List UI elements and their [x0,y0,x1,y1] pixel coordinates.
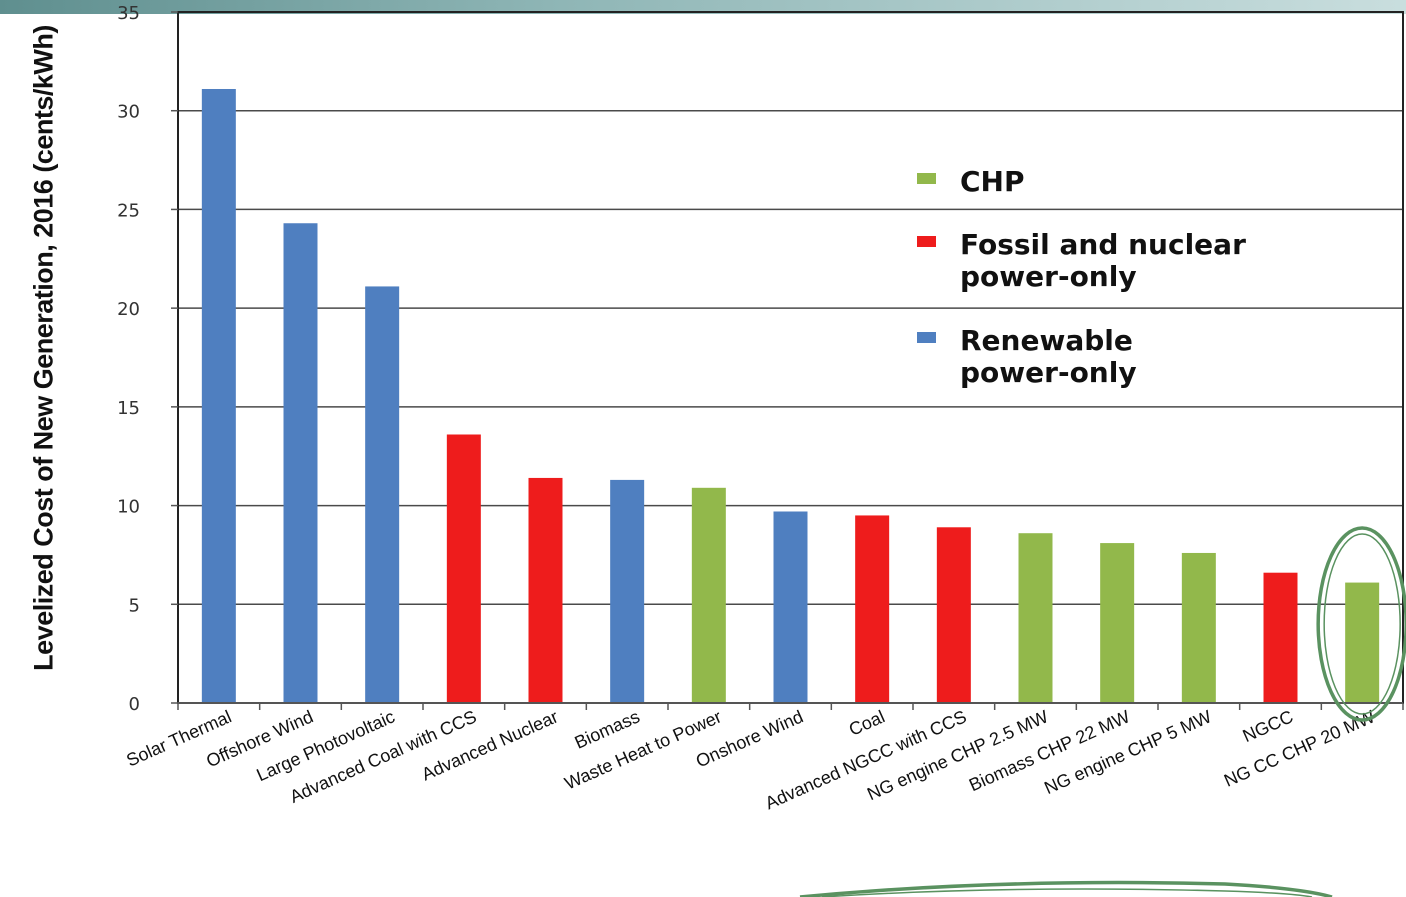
legend-swatch-fossil [917,236,936,247]
callout-arc-inner [821,888,1313,897]
y-tick-label: 25 [117,200,140,221]
legend-label-renewable: power-only [960,356,1137,389]
x-tick-label: NGCC [1240,706,1297,746]
bar-13 [1181,552,1216,703]
bar-3 [365,286,400,703]
y-tick-label: 35 [117,3,140,24]
bar-5 [528,477,563,703]
bar-12 [1100,543,1135,703]
bar-10 [936,527,971,703]
y-axis-ticks: 0 5 10 15 20 25 30 35 [117,3,178,715]
bar-11 [1018,533,1053,703]
x-axis [177,702,1404,710]
legend-label-fossil: Fossil and nuclear [960,228,1246,261]
bar-8 [773,511,808,703]
legend-swatch-renewable [917,332,936,343]
bar-9 [855,515,890,703]
bar-15 [1345,582,1380,703]
x-tick-label: Coal [846,706,888,739]
y-tick-label: 15 [117,398,140,419]
bar-7 [691,487,726,703]
legend-label-fossil: power-only [960,260,1137,293]
annotations [799,526,1406,897]
bar-6 [610,479,645,703]
bar-2 [283,223,318,703]
bar-14 [1263,572,1298,703]
x-tick-label: Advanced Nuclear [419,706,562,784]
y-tick-label: 10 [117,497,140,518]
legend-label-renewable: Renewable [960,324,1133,357]
legend-swatch-chp [917,173,936,184]
y-tick-label: 5 [129,595,140,616]
bar-4 [446,434,481,703]
legend-label-chp: CHP [960,165,1025,198]
bar-1 [201,88,236,704]
callout-arc [799,880,1333,897]
header-band [0,0,1406,14]
y-tick-label: 0 [129,694,140,715]
y-tick-label: 30 [117,102,140,123]
highlight-ellipse-inner [1323,533,1401,715]
highlight-ellipse [1316,526,1406,722]
bars [201,88,1380,704]
y-tick-label: 20 [117,299,140,320]
